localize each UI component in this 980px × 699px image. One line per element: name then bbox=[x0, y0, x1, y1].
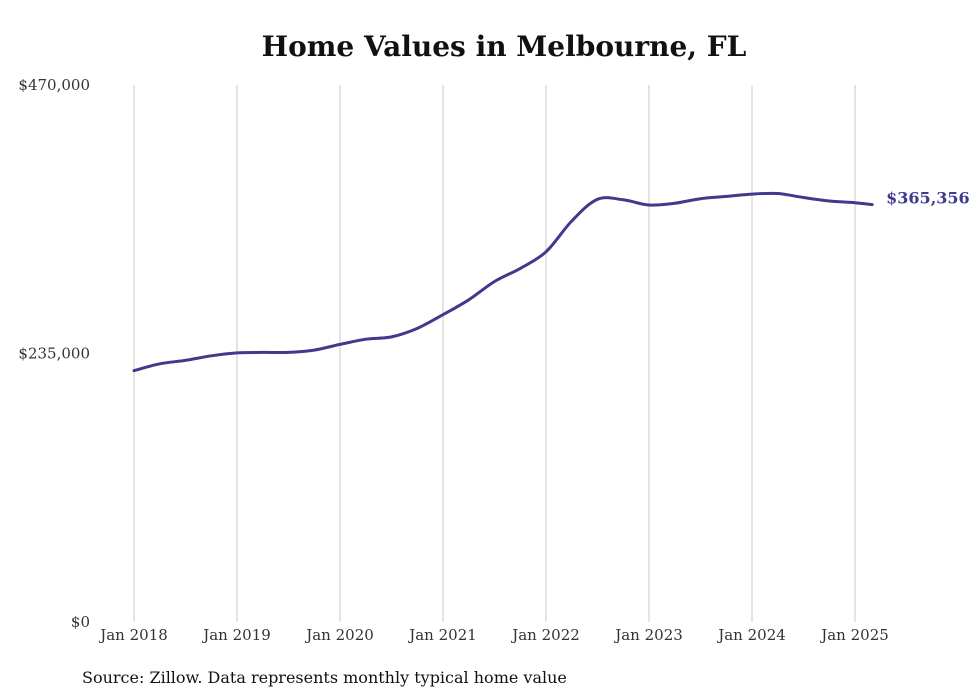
x-tick-label: Jan 2022 bbox=[510, 626, 580, 644]
x-tick-label: Jan 2020 bbox=[304, 626, 374, 644]
x-tick-label: Jan 2021 bbox=[407, 626, 477, 644]
y-tick-label: $0 bbox=[71, 613, 90, 631]
y-tick-label: $235,000 bbox=[18, 345, 90, 363]
x-tick-label: Jan 2024 bbox=[716, 626, 786, 644]
x-tick-label: Jan 2023 bbox=[613, 626, 683, 644]
y-tick-label: $470,000 bbox=[18, 76, 90, 94]
end-value-label: $365,356 bbox=[886, 189, 970, 208]
x-tick-label: Jan 2018 bbox=[98, 626, 168, 644]
chart-title: Home Values in Melbourne, FL bbox=[261, 30, 747, 63]
x-tick-label: Jan 2025 bbox=[819, 626, 889, 644]
series-line bbox=[132, 191, 874, 373]
source-note: Source: Zillow. Data represents monthly … bbox=[82, 668, 567, 687]
x-tick-label: Jan 2019 bbox=[201, 626, 271, 644]
